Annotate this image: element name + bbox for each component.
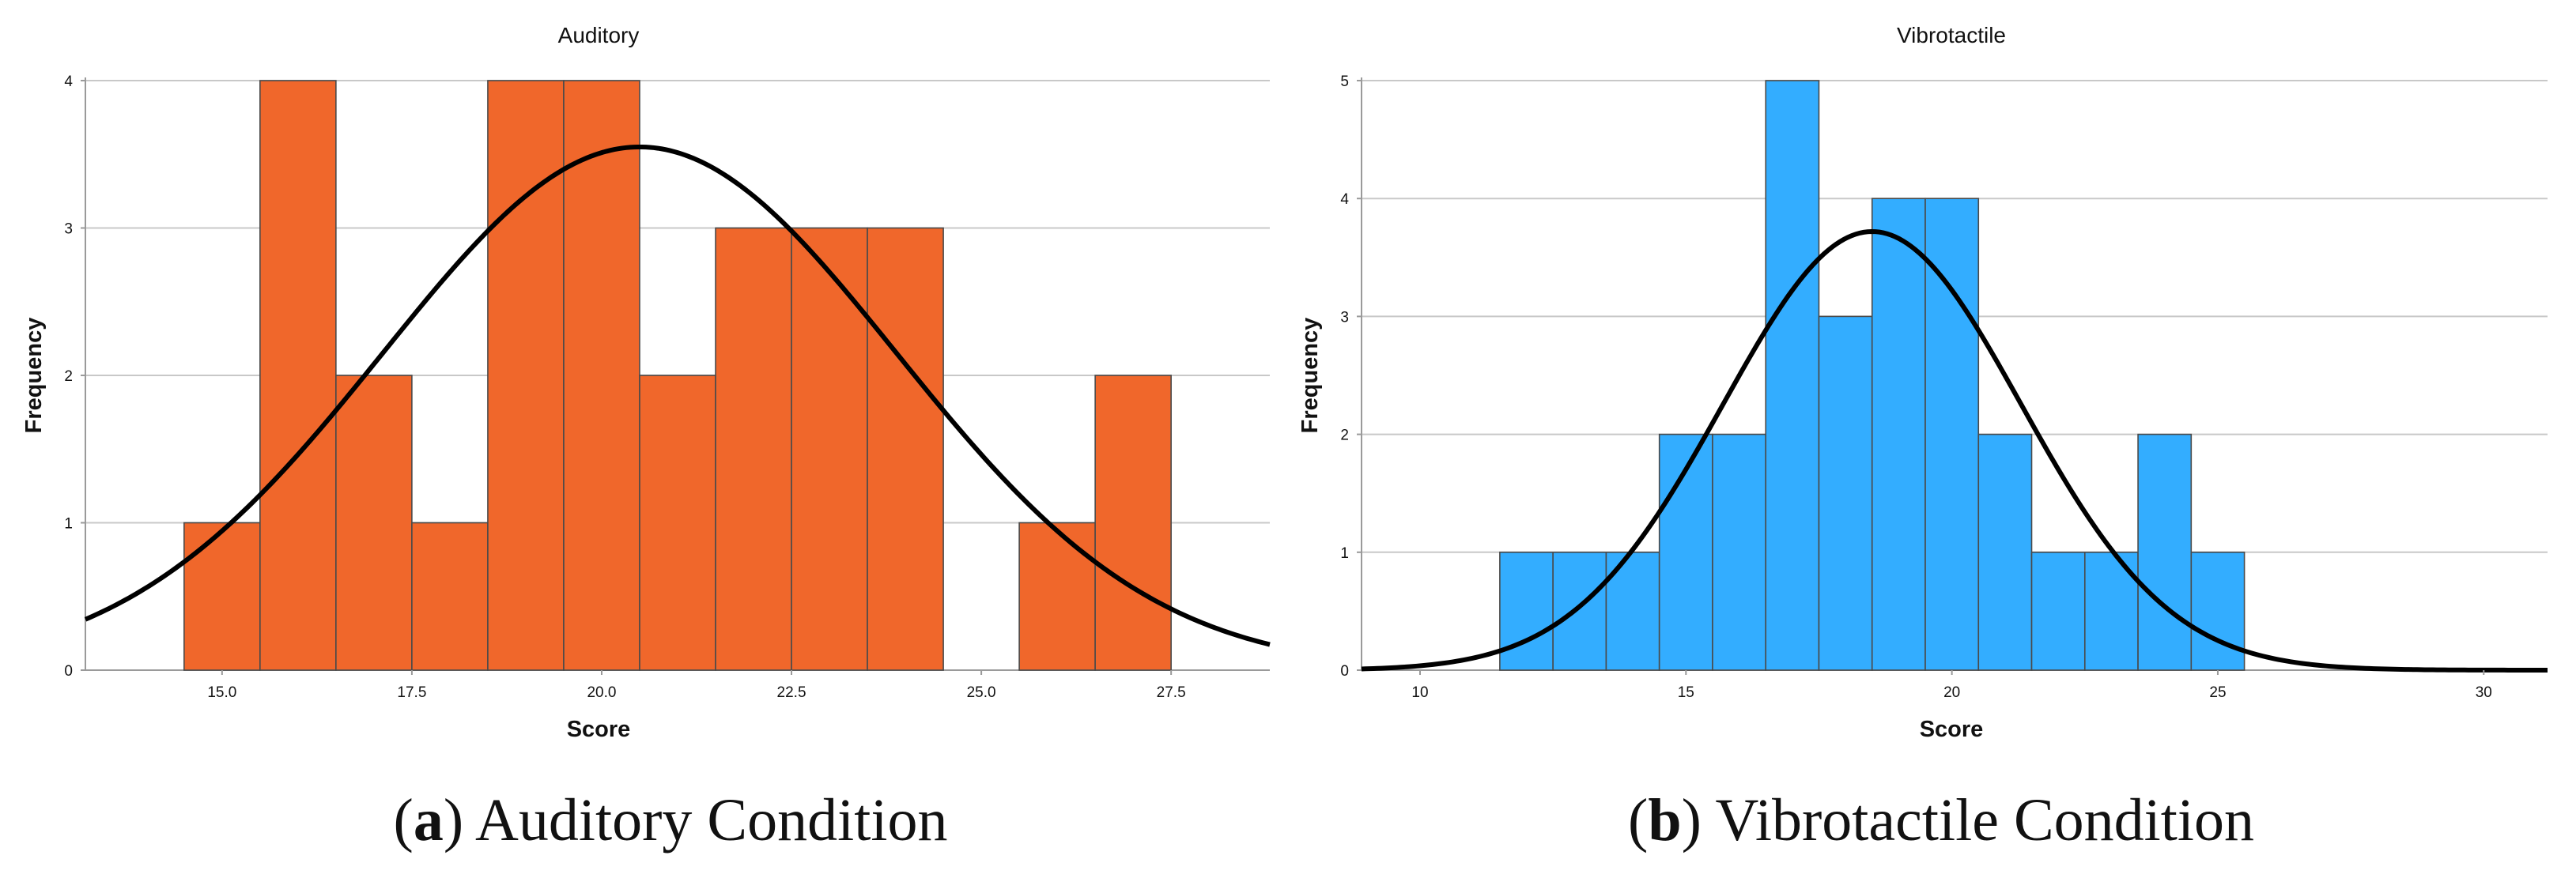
y-axis-label: Frequency <box>1297 318 1323 434</box>
y-tick-label: 1 <box>1340 545 1349 562</box>
bar <box>1871 198 1926 671</box>
x-tick-label: 15.0 <box>207 684 236 701</box>
chart-auditory: 0 1 2 3 4 15.0 17.5 20.0 22.5 25.0 27.5 Auditory Sco… <box>21 23 1271 742</box>
x-tick-label: 17.5 <box>397 684 426 701</box>
bar <box>2190 551 2246 671</box>
y-tick-label: 2 <box>1340 428 1349 444</box>
x-tick-label: 25.0 <box>967 684 996 701</box>
y-tick-label: 3 <box>64 221 73 238</box>
y-tick-label: 0 <box>64 663 73 680</box>
caption-a: (a) Auditory Condition <box>393 787 948 854</box>
bar <box>867 227 944 671</box>
x-tick-label: 20 <box>1943 684 1960 701</box>
y-tick-label: 5 <box>1340 73 1349 90</box>
y-tick-label: 3 <box>1340 309 1349 326</box>
y-axis-label: Frequency <box>21 318 47 434</box>
caption-a-letter: a <box>413 787 444 854</box>
bar <box>1094 375 1172 671</box>
bar <box>259 80 337 671</box>
y-tick-label: 4 <box>64 73 73 90</box>
y-tick-label: 1 <box>64 516 73 533</box>
bar <box>1499 551 1554 671</box>
bar <box>1818 315 1873 671</box>
bar <box>2030 551 2086 671</box>
x-tick-label: 20.0 <box>587 684 616 701</box>
bar <box>411 522 489 671</box>
x-tick-label: 27.5 <box>1157 684 1186 701</box>
bar <box>487 80 565 671</box>
bar <box>1552 551 1607 671</box>
chart-title: Auditory <box>558 23 640 47</box>
y-tick-label: 2 <box>64 368 73 385</box>
bar <box>335 375 413 671</box>
x-tick-label: 22.5 <box>777 684 806 701</box>
bar <box>715 227 792 671</box>
normal-curve <box>1361 228 2548 673</box>
y-tick-label: 0 <box>1340 663 1349 680</box>
bar <box>1765 80 1820 671</box>
chart-vibrotactile: 0 1 2 3 4 5 10 15 20 25 30 Vibrotactile Score Frequen… <box>1297 23 2548 742</box>
x-tick-label: 30 <box>2476 684 2492 701</box>
bar <box>1712 433 1767 671</box>
caption-a-text: Auditory Condition <box>463 787 948 854</box>
caption-b-text: Vibrotactile Condition <box>1701 787 2254 854</box>
bar <box>1977 433 2033 671</box>
bar <box>639 375 716 671</box>
x-tick-label: 25 <box>2209 684 2226 701</box>
x-axis-label: Score <box>567 717 631 742</box>
y-tick-label: 4 <box>1340 191 1349 208</box>
x-axis-label: Score <box>1920 717 1984 742</box>
caption-b-letter: b <box>1648 787 1682 854</box>
x-tick-label: 15 <box>1678 684 1694 701</box>
x-tick-label: 10 <box>1411 684 1428 701</box>
chart-title: Vibrotactile <box>1897 23 2006 47</box>
normal-curve <box>84 144 1271 647</box>
bar <box>1018 522 1096 671</box>
bar <box>791 227 868 671</box>
bar <box>183 522 261 671</box>
caption-b: (b) Vibrotactile Condition <box>1628 787 2254 854</box>
bar <box>2137 433 2193 671</box>
bar <box>563 80 640 671</box>
